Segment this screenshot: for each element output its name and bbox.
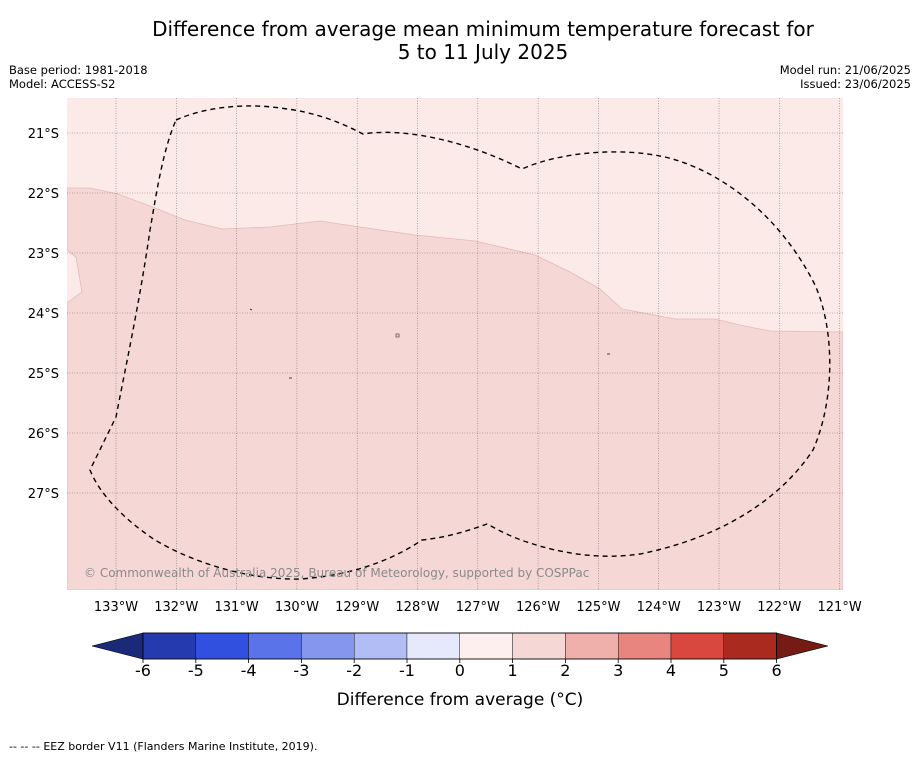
eez-legend-symbol: -- -- -- [9,740,40,753]
longitude-label: 122°W [757,600,801,615]
title-line-1: Difference from average mean minimum tem… [152,17,814,41]
base-period-text: Base period: 1981-2018 [9,63,148,77]
colorbar-tick-label: 5 [719,661,729,680]
longitude-label: 124°W [637,600,681,615]
model-text: Model: ACCESS-S2 [9,77,116,91]
latitude-label: 22°S [28,187,59,202]
run-info: Model run: 21/06/2025 Issued: 23/06/2025 [780,63,911,91]
longitude-label: 128°W [395,600,439,615]
issued-text: Issued: 23/06/2025 [800,77,911,91]
island-mark [249,308,253,311]
colorbar-segment [406,632,460,660]
colorbar-segment [248,632,302,660]
colorbar-tick-label: -1 [399,661,415,680]
longitude-label: 123°W [697,600,741,615]
longitude-label: 127°W [456,600,500,615]
colorbar-tick-label: 6 [772,661,782,680]
island-mark [395,333,400,338]
colorbar-tick-label: -6 [135,661,151,680]
latitude-label: 25°S [28,367,59,382]
colorbar-segment [195,632,249,660]
eez-legend-text: EEZ border V11 (Flanders Marine Institut… [43,740,318,753]
longitude-label: 125°W [576,600,620,615]
colorbar-tick-label: 0 [455,661,465,680]
eez-border [89,105,831,580]
map-title: Difference from average mean minimum tem… [0,18,919,64]
longitude-label: 133°W [94,600,138,615]
forecast-map: © Commonwealth of Australia 2025, Bureau… [28,98,862,710]
latitude-label: 24°S [28,307,59,322]
colorbar: -6 -5 -4 -3 -2 -1 0 1 2 3 4 5 6 [91,632,829,680]
colorbar-segment [459,632,513,660]
longitude-label: 130°W [275,600,319,615]
colorbar-segment [565,632,619,660]
legend-footer: -- -- -- EEZ border V11 (Flanders Marine… [9,740,317,753]
colorbar-tick-label: 4 [666,661,676,680]
longitude-label: 126°W [516,600,560,615]
longitude-labels: 133°W 132°W 131°W 130°W 129°W 128°W 127°W 126°W… [94,600,862,615]
colorbar-tick-label: 3 [613,661,623,680]
colorbar-tick-label: -2 [346,661,362,680]
latitude-label: 27°S [28,487,59,502]
colorbar-min-extension [91,632,144,660]
colorbar-tick-label: -3 [293,661,309,680]
anomaly-region-1-to-2 [67,187,843,590]
colorbar-tick-label: -5 [188,661,204,680]
longitude-label: 132°W [154,600,198,615]
latitude-label: 21°S [28,127,59,142]
latitude-label: 23°S [28,247,59,262]
latitude-label: 26°S [28,427,59,442]
latitude-labels: 21°S 22°S 23°S 24°S 25°S 26°S 27°S [28,127,59,502]
title-line-2: 5 to 11 July 2025 [397,40,569,64]
colorbar-segment [670,632,724,660]
colorbar-segment [301,632,355,660]
colorbar-label: Difference from average (°C) [337,690,584,710]
colorbar-segment [618,632,672,660]
attribution-text: © Commonwealth of Australia 2025, Bureau… [84,566,589,580]
colorbar-max-extension [776,632,829,660]
colorbar-segment [512,632,566,660]
model-run-text: Model run: 21/06/2025 [779,63,911,77]
colorbar-segment [354,632,408,660]
base-info: Base period: 1981-2018 Model: ACCESS-S2 [9,63,148,91]
longitude-label: 121°W [818,600,862,615]
colorbar-segment [723,632,777,660]
colorbar-tick-label: -4 [241,661,257,680]
colorbar-segment [142,632,196,660]
longitude-label: 129°W [335,600,379,615]
colorbar-tick-label: 1 [508,661,518,680]
longitude-label: 131°W [215,600,259,615]
colorbar-tick-label: 2 [560,661,570,680]
